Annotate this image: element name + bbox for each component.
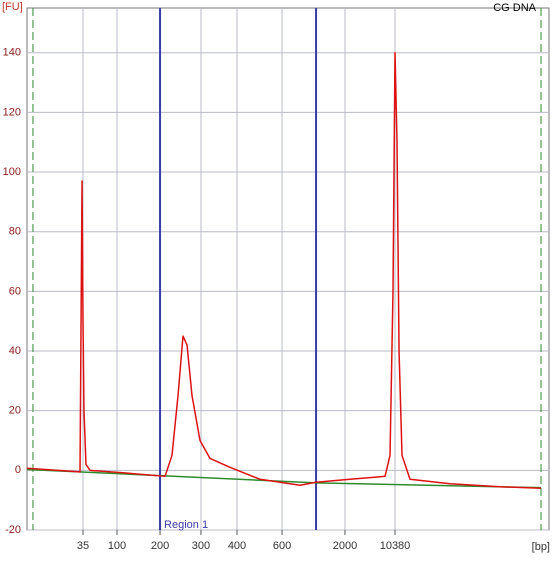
x-tick-label: 300: [192, 540, 210, 552]
y-tick-label: 0: [15, 464, 21, 476]
x-axis-label: [bp]: [532, 541, 550, 553]
y-tick-label: 120: [3, 106, 21, 118]
y-axis-label: [FU]: [2, 1, 23, 13]
x-tick-label: 600: [273, 540, 291, 552]
y-tick-label: -20: [5, 524, 21, 536]
x-tick-label: 100: [108, 540, 126, 552]
region-label: Region 1: [164, 519, 208, 531]
y-tick-label: 20: [9, 405, 21, 417]
x-tick-label: 35: [77, 540, 89, 552]
x-tick-label: 2000: [333, 540, 357, 552]
y-tick-label: 100: [3, 166, 21, 178]
x-tick-label: 200: [151, 540, 169, 552]
chart-title: CG DNA: [493, 2, 536, 14]
y-tick-label: 60: [9, 285, 21, 297]
x-tick-label: 400: [228, 540, 246, 552]
y-tick-label: 40: [9, 345, 21, 357]
trace: [26, 51, 542, 489]
y-tick-label: 140: [3, 47, 21, 59]
y-tick-label: 80: [9, 226, 21, 238]
x-tick-label: 10380: [380, 540, 411, 552]
plot-area: [26, 7, 550, 531]
